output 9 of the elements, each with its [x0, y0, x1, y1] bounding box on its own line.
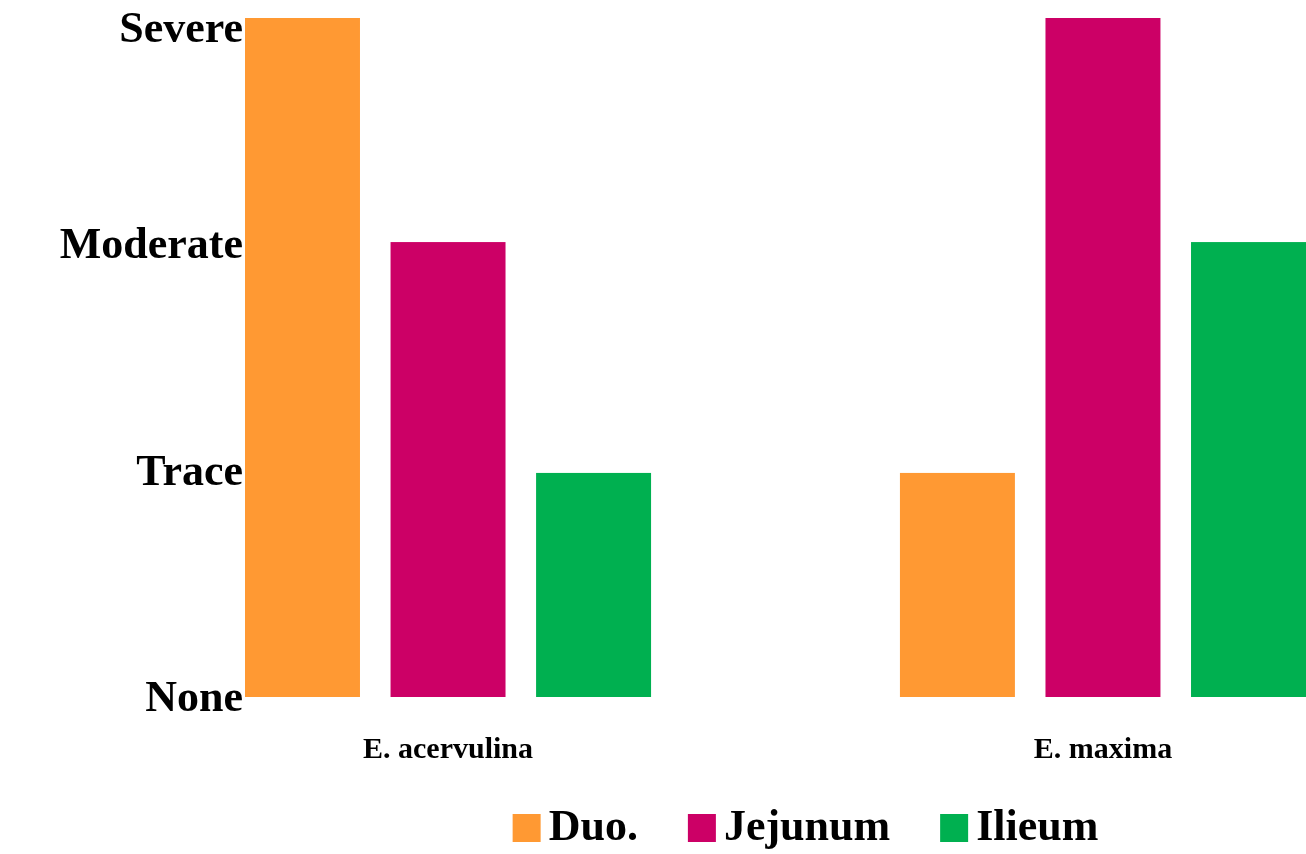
legend-label: Duo.	[548, 801, 638, 850]
annotation: Severe	[119, 3, 243, 53]
x-tick-label: E. acervulina	[363, 731, 534, 765]
annotation: Moderate	[59, 219, 243, 269]
legend-label: Jejunum	[723, 801, 891, 850]
annotation: None	[145, 672, 243, 722]
x-tick-label: E. maxima	[1033, 731, 1173, 765]
legend-label: Ilieum	[976, 801, 1099, 850]
annotation: Trace	[136, 445, 243, 495]
